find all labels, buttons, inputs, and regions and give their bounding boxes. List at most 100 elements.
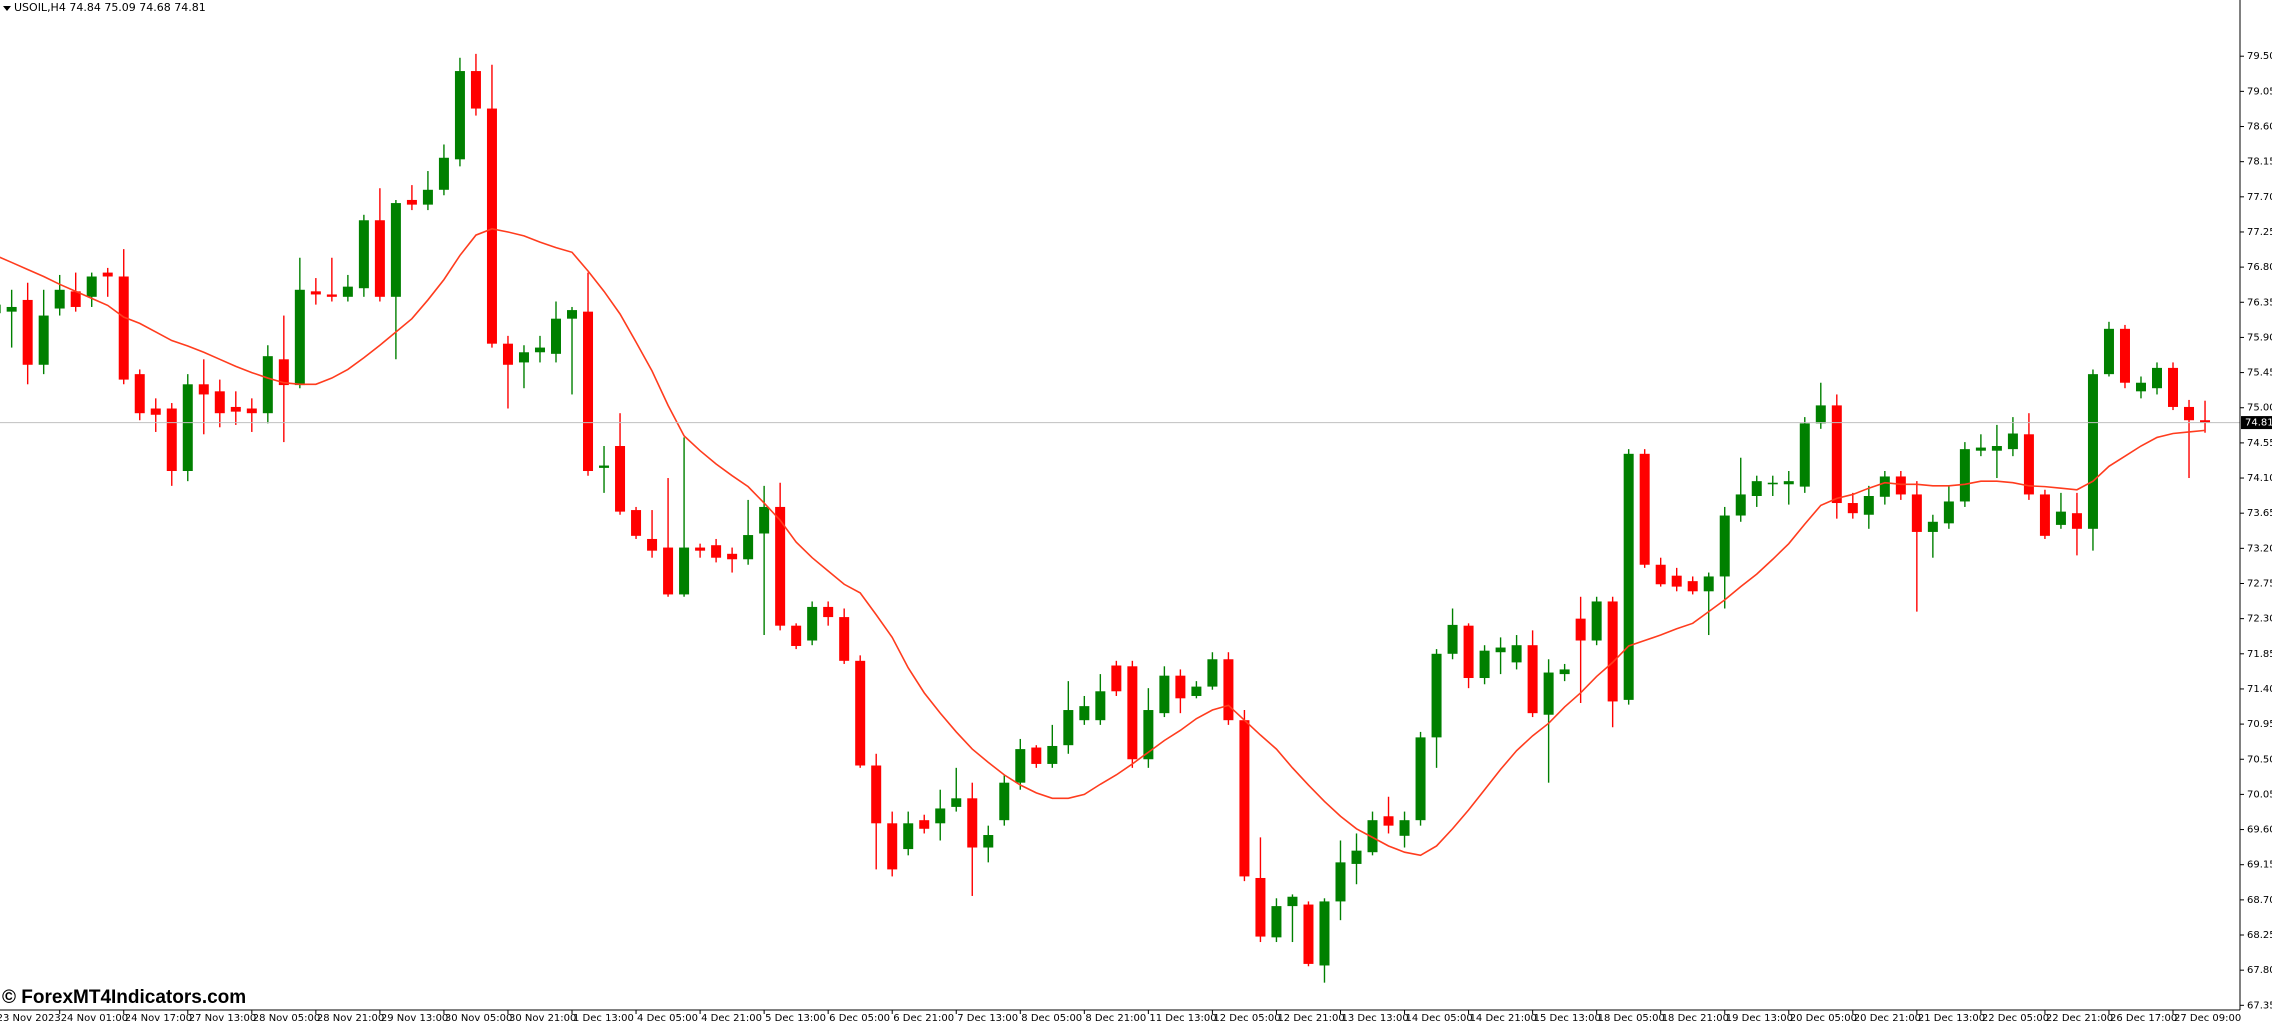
candle-body bbox=[262, 356, 273, 414]
candle-body bbox=[1303, 904, 1314, 964]
y-tick-label: 78.60 bbox=[2247, 122, 2272, 133]
candle-body bbox=[2023, 434, 2034, 495]
candle-body bbox=[727, 553, 738, 560]
candle-body bbox=[1719, 515, 1730, 577]
candle-body bbox=[1047, 745, 1058, 764]
x-tick-label: 15 Dec 13:00 bbox=[1534, 1013, 1601, 1023]
candle-body bbox=[983, 835, 994, 848]
candle-body bbox=[695, 547, 706, 551]
candle-body bbox=[1079, 706, 1090, 721]
x-tick-label: 14 Dec 21:00 bbox=[1470, 1013, 1537, 1023]
y-tick-label: 79.50 bbox=[2247, 51, 2272, 62]
x-tick-label: 27 Dec 09:00 bbox=[2174, 1013, 2241, 1023]
candle-body bbox=[1015, 749, 1026, 783]
candle-body bbox=[567, 310, 578, 319]
candle-body bbox=[374, 220, 385, 297]
x-tick-label: 28 Nov 21:00 bbox=[317, 1013, 384, 1023]
candle-body bbox=[887, 823, 898, 870]
candle-body bbox=[1511, 645, 1522, 663]
y-tick-label: 76.35 bbox=[2247, 297, 2272, 308]
y-tick-label: 75.90 bbox=[2247, 332, 2272, 343]
candle-body bbox=[2071, 513, 2082, 529]
y-tick-label: 76.80 bbox=[2247, 262, 2272, 273]
y-tick-label: 70.50 bbox=[2247, 754, 2272, 765]
candle-body bbox=[1063, 710, 1074, 746]
candle-body bbox=[22, 299, 33, 365]
x-tick-label: 18 Dec 05:00 bbox=[1598, 1013, 1665, 1023]
x-tick-label: 20 Dec 05:00 bbox=[1790, 1013, 1857, 1023]
candle-body bbox=[1159, 675, 1170, 714]
candle-body bbox=[1287, 896, 1298, 907]
candle-body bbox=[1575, 618, 1586, 641]
y-tick-label: 72.75 bbox=[2247, 578, 2272, 589]
y-tick-label: 68.25 bbox=[2247, 930, 2272, 941]
y-tick-label: 71.85 bbox=[2247, 649, 2272, 660]
candle-body bbox=[1687, 581, 1698, 592]
x-tick-label: 12 Dec 05:00 bbox=[1213, 1013, 1280, 1023]
candle-body bbox=[663, 547, 674, 595]
candle-body bbox=[631, 510, 642, 536]
y-tick-label: 68.70 bbox=[2247, 895, 2272, 906]
candle-body bbox=[2087, 374, 2098, 529]
candle-body bbox=[823, 606, 834, 618]
y-tick-label: 67.80 bbox=[2247, 965, 2272, 976]
x-tick-label: 6 Dec 21:00 bbox=[893, 1013, 954, 1023]
candle-body bbox=[711, 545, 722, 558]
candle-body bbox=[1799, 423, 1810, 487]
candle-body bbox=[791, 625, 802, 646]
x-tick-label: 30 Nov 05:00 bbox=[445, 1013, 512, 1023]
y-tick-label: 73.20 bbox=[2247, 543, 2272, 554]
candle-body bbox=[1527, 645, 1538, 714]
candle-body bbox=[1543, 672, 1554, 715]
candle-body bbox=[1223, 659, 1234, 721]
y-tick-label: 79.05 bbox=[2247, 86, 2272, 97]
candle-body bbox=[679, 547, 690, 595]
candle-body bbox=[134, 374, 145, 414]
x-tick-label: 6 Dec 05:00 bbox=[829, 1013, 890, 1023]
candle-body bbox=[1143, 710, 1154, 760]
x-tick-label: 8 Dec 21:00 bbox=[1085, 1013, 1146, 1023]
candle-body bbox=[1319, 901, 1330, 966]
x-tick-label: 14 Dec 05:00 bbox=[1406, 1013, 1473, 1023]
x-tick-label: 20 Dec 21:00 bbox=[1854, 1013, 1921, 1023]
candle-body bbox=[310, 291, 321, 295]
candle-body bbox=[1111, 665, 1122, 692]
candle-body bbox=[919, 820, 930, 829]
x-tick-label: 1 Dec 13:00 bbox=[573, 1013, 634, 1023]
candle-body bbox=[1703, 576, 1714, 592]
x-tick-label: 24 Nov 17:00 bbox=[125, 1013, 192, 1023]
candle-body bbox=[743, 535, 754, 560]
candle-body bbox=[1335, 862, 1346, 902]
candle-body bbox=[438, 157, 449, 190]
plot-area bbox=[0, 53, 2240, 983]
candle-body bbox=[583, 311, 594, 472]
x-tick-label: 5 Dec 13:00 bbox=[765, 1013, 826, 1023]
candle-body bbox=[38, 315, 49, 365]
y-tick-label: 71.40 bbox=[2247, 684, 2272, 695]
candle-body bbox=[1271, 906, 1282, 938]
candle-body bbox=[1463, 625, 1474, 679]
x-tick-label: 4 Dec 05:00 bbox=[637, 1013, 698, 1023]
candle-body bbox=[551, 318, 561, 354]
candle-body bbox=[1127, 666, 1138, 760]
candle-body bbox=[903, 823, 914, 850]
candle-body bbox=[2135, 382, 2146, 392]
candle-body bbox=[1623, 453, 1634, 700]
symbol-menu-arrow[interactable] bbox=[3, 6, 11, 11]
x-tick-label: 4 Dec 21:00 bbox=[701, 1013, 762, 1023]
candle-body bbox=[534, 347, 545, 353]
candle-body bbox=[502, 343, 513, 365]
candle-body bbox=[2039, 494, 2050, 536]
candle-body bbox=[1671, 575, 1682, 587]
x-tick-label: 7 Dec 13:00 bbox=[957, 1013, 1018, 1023]
y-tick-label: 70.05 bbox=[2247, 789, 2272, 800]
candle-body bbox=[1847, 503, 1858, 514]
x-tick-label: 30 Nov 21:00 bbox=[509, 1013, 576, 1023]
candle-body bbox=[1191, 686, 1202, 696]
candle-body bbox=[118, 276, 129, 380]
candle-body bbox=[54, 289, 65, 309]
watermark: © ForexMT4Indicators.com bbox=[2, 987, 246, 1008]
candle-body bbox=[1095, 691, 1106, 721]
candle-body bbox=[1959, 449, 1970, 502]
